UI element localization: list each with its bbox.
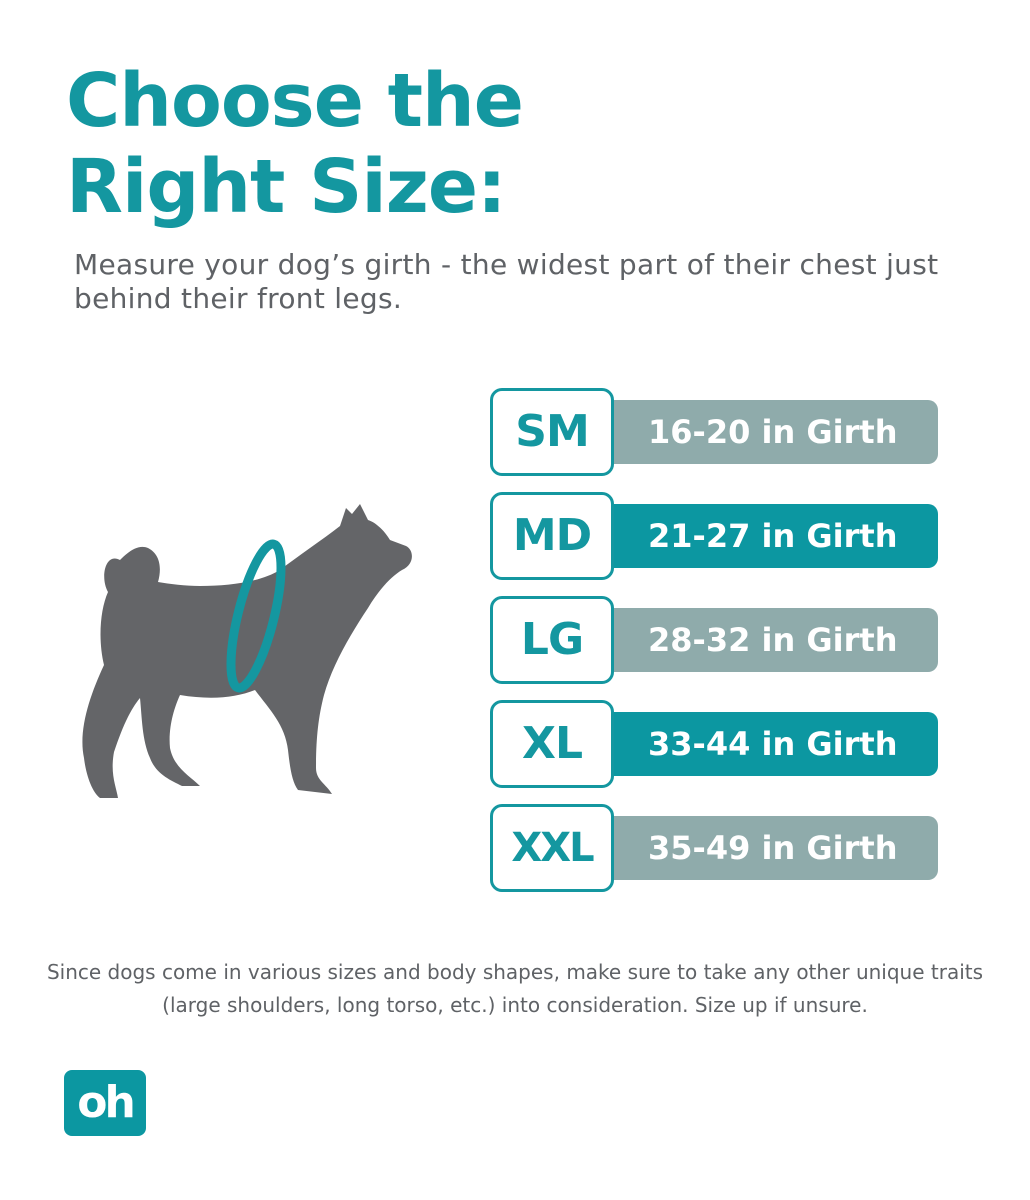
size-girth-label: 35-49 in Girth [648,829,898,867]
size-girth-label: 16-20 in Girth [648,413,898,451]
sizing-note: Since dogs come in various sizes and bod… [46,960,984,1017]
size-row-sm: 16-20 in Girth SM [490,388,950,476]
size-girth-label: 28-32 in Girth [648,621,898,659]
size-bar [600,816,938,880]
size-row-xxl: 35-49 in Girth XXL [490,804,950,892]
size-row-md: 21-27 in Girth MD [490,492,950,580]
size-row-lg: 28-32 in Girth LG [490,596,950,684]
brand-logo-icon: oh [64,1070,146,1136]
size-row-xl: 33-44 in Girth XL [490,700,950,788]
dog-silhouette-icon [82,504,412,798]
size-code-badge: XXL [490,804,614,892]
size-bar [600,504,938,568]
size-bar [600,608,938,672]
size-code-badge: MD [490,492,614,580]
size-code-badge: SM [490,388,614,476]
size-bar [600,712,938,776]
page-title-line-1: Choose the [66,58,524,144]
page-title-line-2: Right Size: [66,144,507,230]
size-girth-label: 21-27 in Girth [648,517,898,555]
size-code-badge: XL [490,700,614,788]
measure-instructions: Measure your dog’s girth - the widest pa… [74,248,939,315]
size-girth-label: 33-44 in Girth [648,725,898,763]
size-bar [600,400,938,464]
page-title: Choose the Right Size: [66,58,524,230]
size-code-badge: LG [490,596,614,684]
